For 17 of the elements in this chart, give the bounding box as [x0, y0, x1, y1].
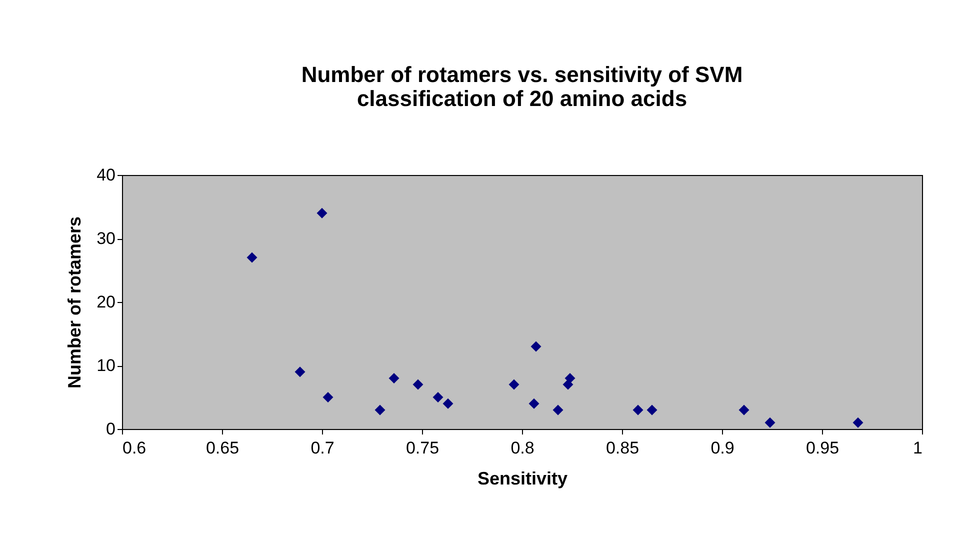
x-tick-label: 0.8 — [510, 438, 534, 458]
y-tick-label: 40 — [96, 166, 116, 184]
x-tick-label: 0.7 — [310, 438, 334, 458]
x-tick-label: 0.9 — [710, 438, 734, 458]
x-tick-label: 0.75 — [406, 438, 440, 458]
chart-title: Number of rotamers vs. sensitivity of SVM classification of 20 amino acids — [301, 62, 743, 111]
x-axis-title: Sensitivity — [477, 468, 568, 488]
y-axis-title: Number of rotamers — [64, 216, 85, 389]
x-tick-label: 0.65 — [206, 438, 240, 458]
x-tick-label: 0.95 — [806, 438, 840, 458]
x-tick-label: 1 — [913, 438, 922, 458]
y-tick-label: 30 — [96, 229, 116, 248]
y-tick-label: 20 — [96, 292, 116, 312]
y-tick-label: 0 — [106, 420, 116, 438]
x-tick-label: 0.6 — [122, 438, 146, 458]
y-tick-label: 10 — [96, 356, 116, 375]
x-tick-label: 0.85 — [606, 438, 640, 458]
